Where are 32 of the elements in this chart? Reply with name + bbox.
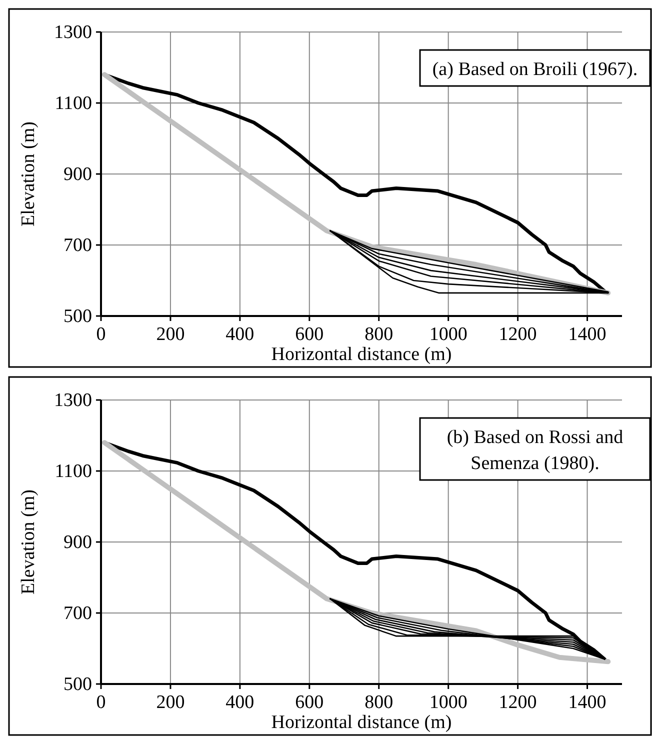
x-tick-label: 200 (156, 324, 185, 345)
y-axis-title: Elevation (m) (18, 122, 39, 226)
x-tick-label: 1200 (498, 324, 537, 345)
x-tick-label: 800 (364, 692, 394, 713)
y-tick-label: 700 (64, 235, 92, 256)
y-tick-label: 900 (64, 164, 92, 185)
y-tick-label: 1100 (54, 461, 92, 482)
x-tick-label: 1400 (568, 324, 606, 345)
x-tick-label: 0 (96, 324, 106, 345)
y-tick-label: 1100 (54, 93, 92, 114)
y-tick-label: 700 (64, 603, 92, 624)
y-tick-label: 500 (64, 306, 92, 327)
y-tick-label: 1300 (54, 390, 92, 411)
x-tick-label: 400 (226, 692, 254, 713)
x-axis-title: Horizontal distance (m) (271, 344, 452, 365)
y-axis-title: Elevation (m) (18, 490, 39, 594)
x-tick-label: 1000 (429, 324, 468, 345)
x-tick-label: 600 (295, 324, 324, 345)
annotation: (a) Based on Broili (1967). (432, 59, 638, 80)
x-tick-label: 800 (364, 324, 394, 345)
x-tick-label: 1200 (498, 692, 537, 713)
x-tick-label: 200 (156, 692, 185, 713)
annotation: (b) Based on Rossi and Semenza (1980). (446, 427, 624, 474)
x-tick-label: 600 (295, 692, 324, 713)
y-tick-label: 900 (64, 532, 92, 553)
y-tick-label: 1300 (54, 22, 92, 43)
x-tick-label: 1000 (429, 692, 468, 713)
x-tick-label: 0 (96, 692, 106, 713)
y-tick-label: 500 (64, 674, 92, 695)
x-tick-label: 400 (226, 324, 254, 345)
x-axis-title: Horizontal distance (m) (271, 712, 452, 733)
x-tick-label: 1400 (568, 692, 606, 713)
